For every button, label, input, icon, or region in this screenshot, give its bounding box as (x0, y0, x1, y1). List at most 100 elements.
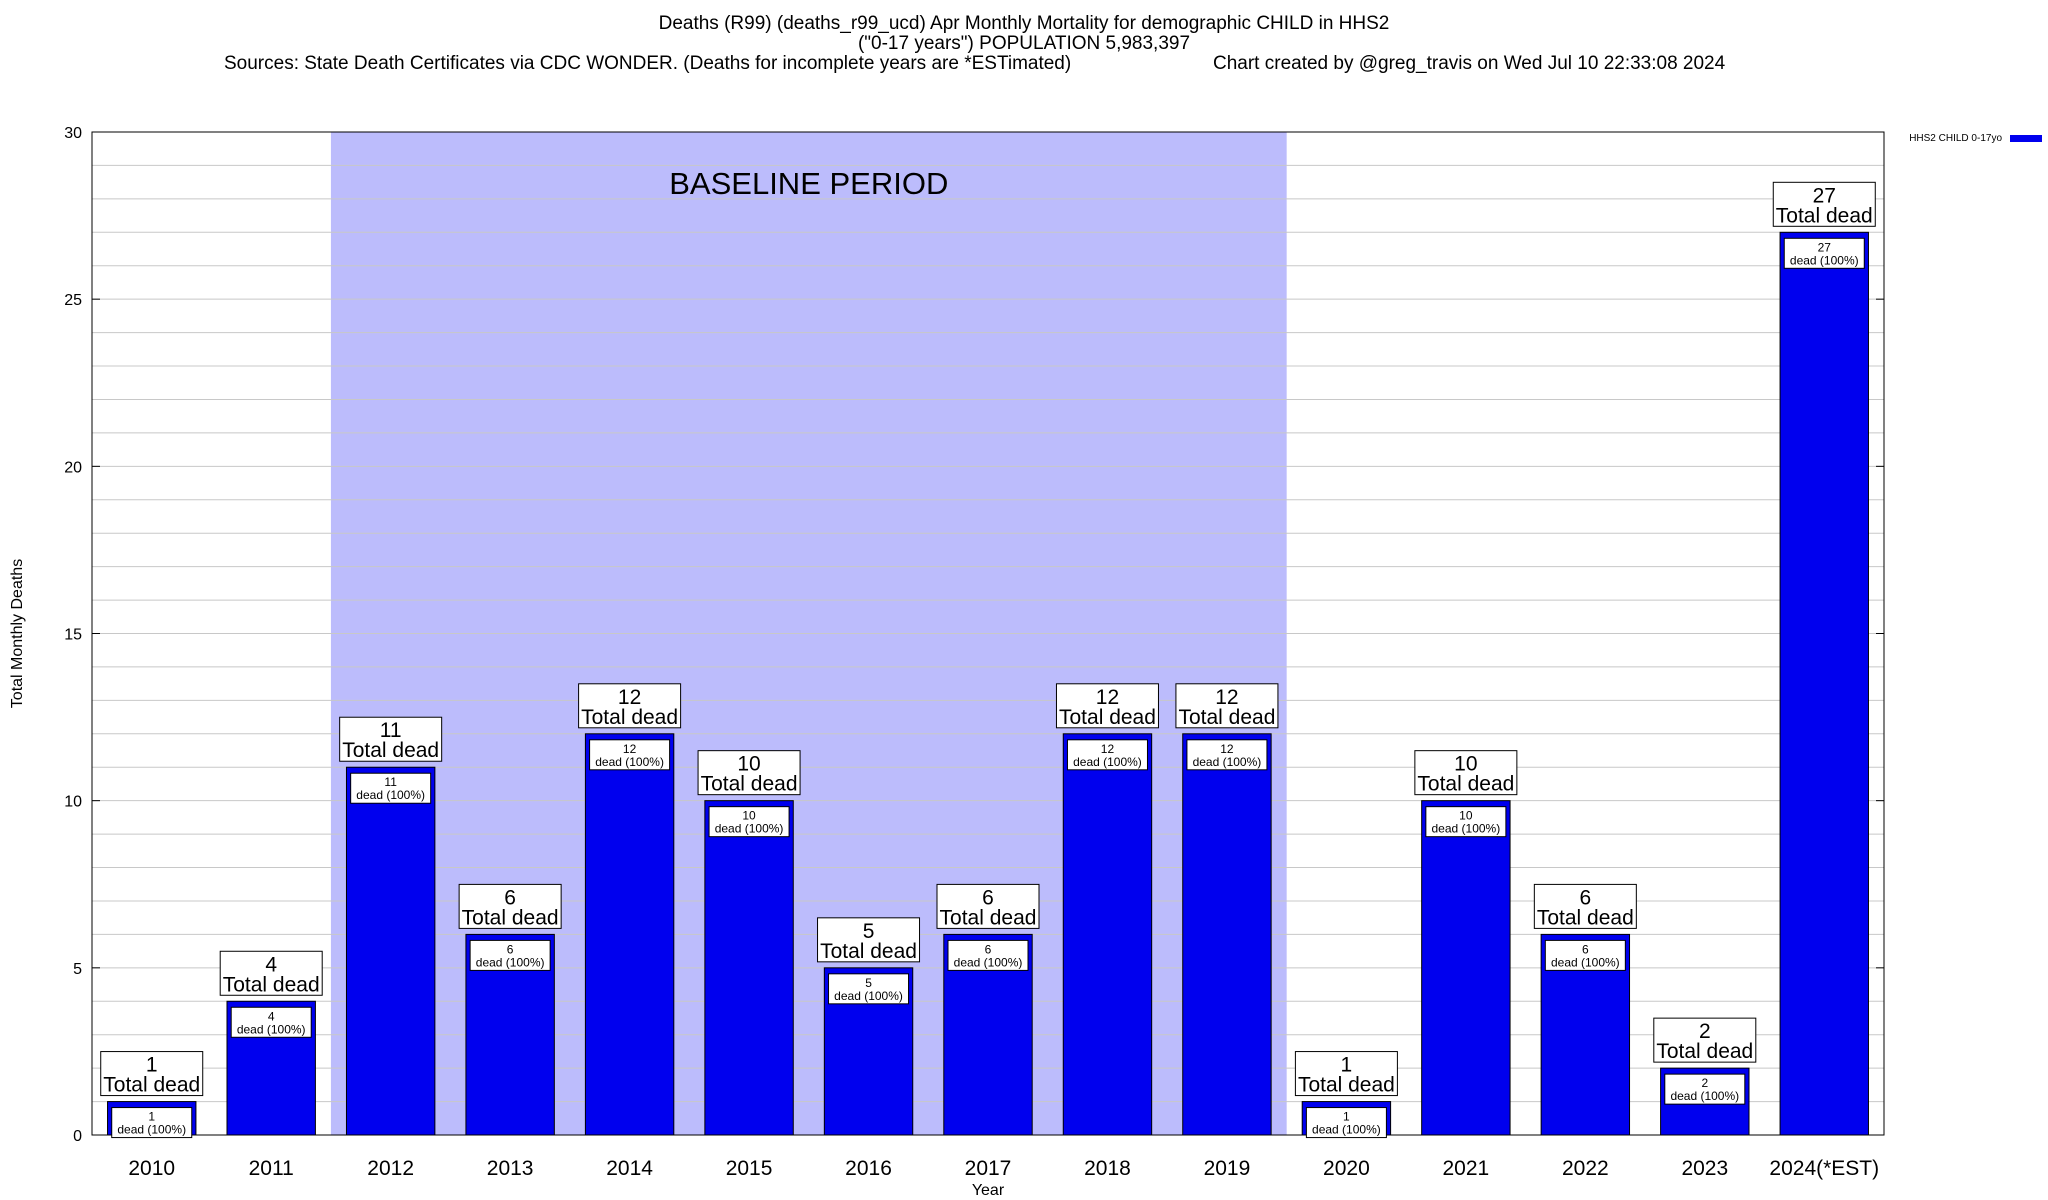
inner-label-box (708, 806, 790, 838)
inner-label-text: dead (100%) (1073, 755, 1142, 769)
inner-label-value: 6 (1582, 942, 1589, 956)
y-tick-label: 20 (64, 459, 82, 476)
top-label-text: Total dead (1656, 1040, 1753, 1063)
bar-2014 (584, 733, 675, 1136)
inner-label-box (589, 739, 671, 771)
x-tick-label: 2015 (726, 1157, 773, 1180)
top-label-text: Total dead (223, 973, 320, 996)
inner-label-text: dead (100%) (1432, 822, 1501, 836)
chart-credit: Chart created by @greg_travis on Wed Jul… (1213, 53, 1726, 74)
top-label-box (458, 883, 562, 929)
x-tick-label: 2022 (1562, 1157, 1609, 1180)
top-label-text: Total dead (581, 706, 678, 729)
top-label-box (1533, 883, 1637, 929)
top-label-box (219, 950, 323, 996)
inner-label-text: dead (100%) (1193, 755, 1262, 769)
inner-label-text: dead (100%) (356, 788, 425, 802)
y-axis-title: Total Monthly Deaths (9, 559, 26, 708)
x-tick-label: 2023 (1681, 1157, 1728, 1180)
top-label-value: 1 (146, 1054, 158, 1077)
inner-label-value: 2 (1701, 1076, 1708, 1090)
inner-label-value: 10 (742, 809, 756, 823)
x-tick-label: 2017 (965, 1157, 1012, 1180)
inner-label-box (350, 772, 432, 804)
bar-2012 (345, 766, 436, 1136)
top-label-box (936, 883, 1040, 929)
top-label-text: Total dead (103, 1074, 200, 1097)
top-label-text: Total dead (1417, 773, 1514, 796)
inner-label-value: 1 (148, 1110, 155, 1124)
inner-label-text: dead (100%) (117, 1123, 186, 1137)
inner-label-box (1066, 739, 1148, 771)
top-label-box (1175, 683, 1279, 729)
baseline-period-label: BASELINE PERIOD (669, 166, 948, 201)
inner-label-text: dead (100%) (834, 989, 903, 1003)
top-label-text: Total dead (1298, 1074, 1395, 1097)
top-label-value: 4 (265, 953, 277, 976)
inner-label-value: 27 (1818, 240, 1832, 254)
inner-label-value: 12 (1101, 742, 1115, 756)
top-label-box (100, 1051, 204, 1097)
y-tick-label: 25 (64, 292, 82, 309)
top-label-box (339, 716, 443, 762)
inner-label-text: dead (100%) (476, 955, 545, 969)
bar-2018 (1062, 733, 1153, 1136)
top-label-box (1653, 1017, 1757, 1063)
x-tick-label: 2010 (128, 1157, 175, 1180)
top-label-text: Total dead (940, 906, 1037, 929)
bar-2021 (1421, 800, 1511, 1136)
top-label-box (817, 917, 921, 963)
x-tick-label: 2014 (606, 1157, 653, 1180)
x-axis-title: Year (972, 1182, 1005, 1199)
inner-label-text: dead (100%) (237, 1022, 306, 1036)
legend-swatch (2010, 135, 2042, 142)
top-label-text: Total dead (1537, 906, 1634, 929)
top-label-value: 1 (1341, 1054, 1353, 1077)
top-label-value: 27 (1813, 184, 1836, 207)
inner-label-box (828, 973, 910, 1005)
inner-label-box (1544, 939, 1626, 971)
top-label-text: Total dead (342, 739, 439, 762)
inner-label-text: dead (100%) (954, 955, 1023, 969)
bar-2024(*EST) (1779, 231, 1869, 1136)
bar-2019 (1182, 733, 1272, 1136)
x-tick-label: 2016 (845, 1157, 892, 1180)
top-label-value: 6 (1579, 886, 1591, 909)
inner-label-text: dead (100%) (595, 755, 664, 769)
inner-label-text: dead (100%) (1312, 1123, 1381, 1137)
x-tick-label: 2024(*EST) (1769, 1157, 1879, 1180)
inner-label-value: 6 (507, 942, 514, 956)
chart-title: Deaths (R99) (deaths_r99_ucd) Apr Monthl… (658, 13, 1390, 34)
top-label-value: 6 (504, 886, 516, 909)
x-tick-label: 2021 (1443, 1157, 1490, 1180)
top-label-value: 5 (863, 920, 875, 943)
inner-label-box (1664, 1073, 1746, 1105)
inner-label-value: 1 (1343, 1110, 1350, 1124)
x-tick-label: 2013 (487, 1157, 534, 1180)
inner-label-text: dead (100%) (1670, 1089, 1739, 1103)
top-label-text: Total dead (1178, 706, 1275, 729)
top-label-value: 12 (618, 686, 641, 709)
inner-label-value: 11 (384, 775, 397, 789)
top-label-value: 10 (1454, 753, 1477, 776)
top-label-box (1055, 683, 1159, 729)
y-tick-label: 30 (64, 125, 82, 142)
inner-label-value: 4 (268, 1009, 275, 1023)
x-tick-label: 2018 (1084, 1157, 1131, 1180)
top-label-box (1772, 181, 1876, 227)
inner-label-box (469, 939, 551, 971)
top-label-text: Total dead (462, 906, 559, 929)
inner-label-box (1425, 806, 1507, 838)
inner-label-text: dead (100%) (1790, 253, 1859, 267)
top-label-value: 10 (737, 753, 760, 776)
inner-label-value: 5 (865, 976, 872, 990)
top-label-value: 6 (982, 886, 994, 909)
top-label-box (1294, 1051, 1398, 1097)
inner-label-text: dead (100%) (715, 822, 784, 836)
legend-label: HHS2 CHILD 0-17yo (1909, 133, 2002, 144)
x-tick-label: 2020 (1323, 1157, 1370, 1180)
top-label-value: 2 (1699, 1020, 1711, 1043)
top-label-value: 12 (1215, 686, 1238, 709)
inner-label-value: 10 (1459, 809, 1473, 823)
